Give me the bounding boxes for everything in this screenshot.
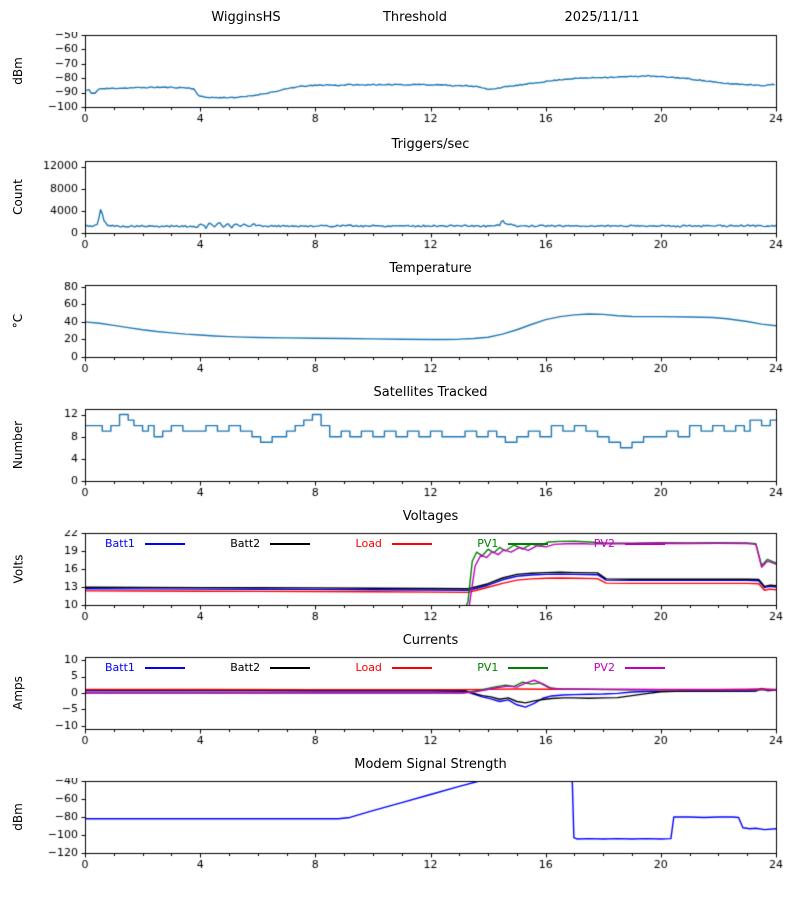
metric-name: Threshold — [382, 10, 448, 25]
modem-chart: Modem Signal Strength dBm — [0, 752, 800, 876]
currents-plot-canvas — [0, 654, 800, 752]
satellites-chart-title: Satellites Tracked — [373, 385, 488, 400]
threshold-chart: dBm — [0, 32, 800, 132]
figure-header: WigginsHS Threshold 2025/11/11 — [0, 0, 800, 32]
date-label: 2025/11/11 — [564, 10, 640, 25]
triggers-plot-canvas — [0, 158, 800, 256]
voltages-chart-title: Voltages — [402, 509, 459, 524]
triggers-chart: Triggers/sec Count — [0, 132, 800, 256]
temperature-chart: Temperature °C — [0, 256, 800, 380]
temperature-plot-canvas — [0, 282, 800, 380]
satellites-plot-canvas — [0, 406, 800, 504]
modem-plot-canvas — [0, 778, 800, 876]
voltages-plot-canvas — [0, 530, 800, 628]
satellites-chart: Satellites Tracked Number — [0, 380, 800, 504]
modem-chart-title: Modem Signal Strength — [354, 757, 507, 772]
station-name: WigginsHS — [211, 10, 281, 25]
currents-chart-title: Currents — [402, 633, 459, 648]
triggers-chart-title: Triggers/sec — [391, 137, 470, 152]
temperature-chart-title: Temperature — [389, 261, 472, 276]
threshold-plot-canvas — [0, 32, 800, 130]
